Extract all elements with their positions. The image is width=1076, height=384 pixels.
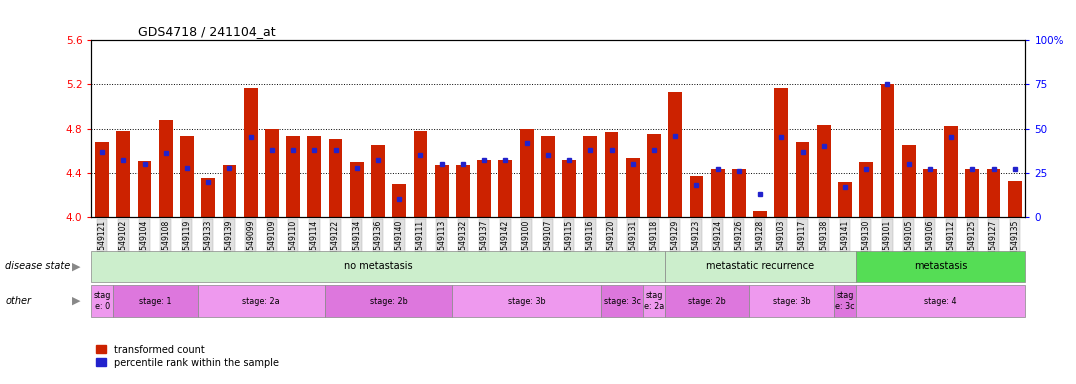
Text: stag
e: 0: stag e: 0 — [94, 291, 111, 311]
Bar — [478, 160, 491, 217]
Bar — [180, 136, 194, 217]
Bar — [393, 184, 406, 217]
Text: stag
e: 2a: stag e: 2a — [643, 291, 664, 311]
Bar — [668, 92, 682, 217]
Bar — [116, 131, 130, 217]
Bar — [244, 88, 257, 217]
Bar — [923, 169, 937, 217]
Bar — [91, 251, 665, 282]
Bar — [880, 84, 894, 217]
Bar — [308, 136, 322, 217]
Bar — [834, 285, 855, 317]
Bar — [750, 285, 834, 317]
Text: other: other — [5, 296, 31, 306]
Bar — [775, 88, 789, 217]
Bar — [605, 132, 619, 217]
Bar — [328, 139, 342, 217]
Bar — [498, 160, 512, 217]
Bar — [562, 160, 576, 217]
Bar — [371, 145, 385, 217]
Bar — [665, 285, 750, 317]
Text: stage: 3b: stage: 3b — [774, 296, 810, 306]
Bar — [855, 285, 1025, 317]
Text: stage: 2b: stage: 2b — [689, 296, 726, 306]
Bar — [350, 162, 364, 217]
Bar — [325, 285, 452, 317]
Bar — [452, 285, 600, 317]
Bar — [198, 285, 325, 317]
Bar — [413, 131, 427, 217]
Bar — [435, 165, 449, 217]
Text: metastasis: metastasis — [914, 262, 967, 271]
Bar — [643, 285, 665, 317]
Text: disease state: disease state — [5, 262, 71, 271]
Bar — [223, 165, 237, 217]
Bar — [690, 176, 704, 217]
Text: metastatic recurrence: metastatic recurrence — [706, 262, 815, 271]
Bar — [838, 182, 852, 217]
Bar — [600, 285, 643, 317]
Bar — [583, 136, 597, 217]
Bar — [902, 145, 916, 217]
Bar — [855, 251, 1025, 282]
Bar — [860, 162, 873, 217]
Bar — [1008, 180, 1022, 217]
Bar — [456, 165, 470, 217]
Text: stag
e: 3c: stag e: 3c — [835, 291, 854, 311]
Bar — [286, 136, 300, 217]
Text: stage: 1: stage: 1 — [139, 296, 171, 306]
Text: stage: 2b: stage: 2b — [370, 296, 408, 306]
Text: ▶: ▶ — [72, 262, 81, 271]
Text: stage: 3c: stage: 3c — [604, 296, 640, 306]
Bar — [113, 285, 198, 317]
Bar — [95, 142, 109, 217]
Text: no metastasis: no metastasis — [343, 262, 412, 271]
Bar — [91, 285, 113, 317]
Bar — [138, 161, 152, 217]
Bar — [265, 129, 279, 217]
Legend: transformed count, percentile rank within the sample: transformed count, percentile rank withi… — [97, 345, 279, 367]
Bar — [541, 136, 555, 217]
Bar — [753, 212, 767, 217]
Text: GDS4718 / 241104_at: GDS4718 / 241104_at — [138, 25, 275, 38]
Bar — [945, 126, 958, 217]
Text: stage: 2a: stage: 2a — [242, 296, 280, 306]
Bar — [520, 129, 534, 217]
Bar — [965, 169, 979, 217]
Bar — [647, 134, 661, 217]
Bar — [711, 169, 724, 217]
Text: stage: 3b: stage: 3b — [508, 296, 546, 306]
Bar — [665, 251, 855, 282]
Text: stage: 4: stage: 4 — [924, 296, 957, 306]
Bar — [159, 120, 172, 217]
Bar — [626, 159, 639, 217]
Bar — [795, 142, 809, 217]
Bar — [732, 169, 746, 217]
Text: ▶: ▶ — [72, 296, 81, 306]
Bar — [201, 178, 215, 217]
Bar — [987, 169, 1001, 217]
Bar — [817, 125, 831, 217]
